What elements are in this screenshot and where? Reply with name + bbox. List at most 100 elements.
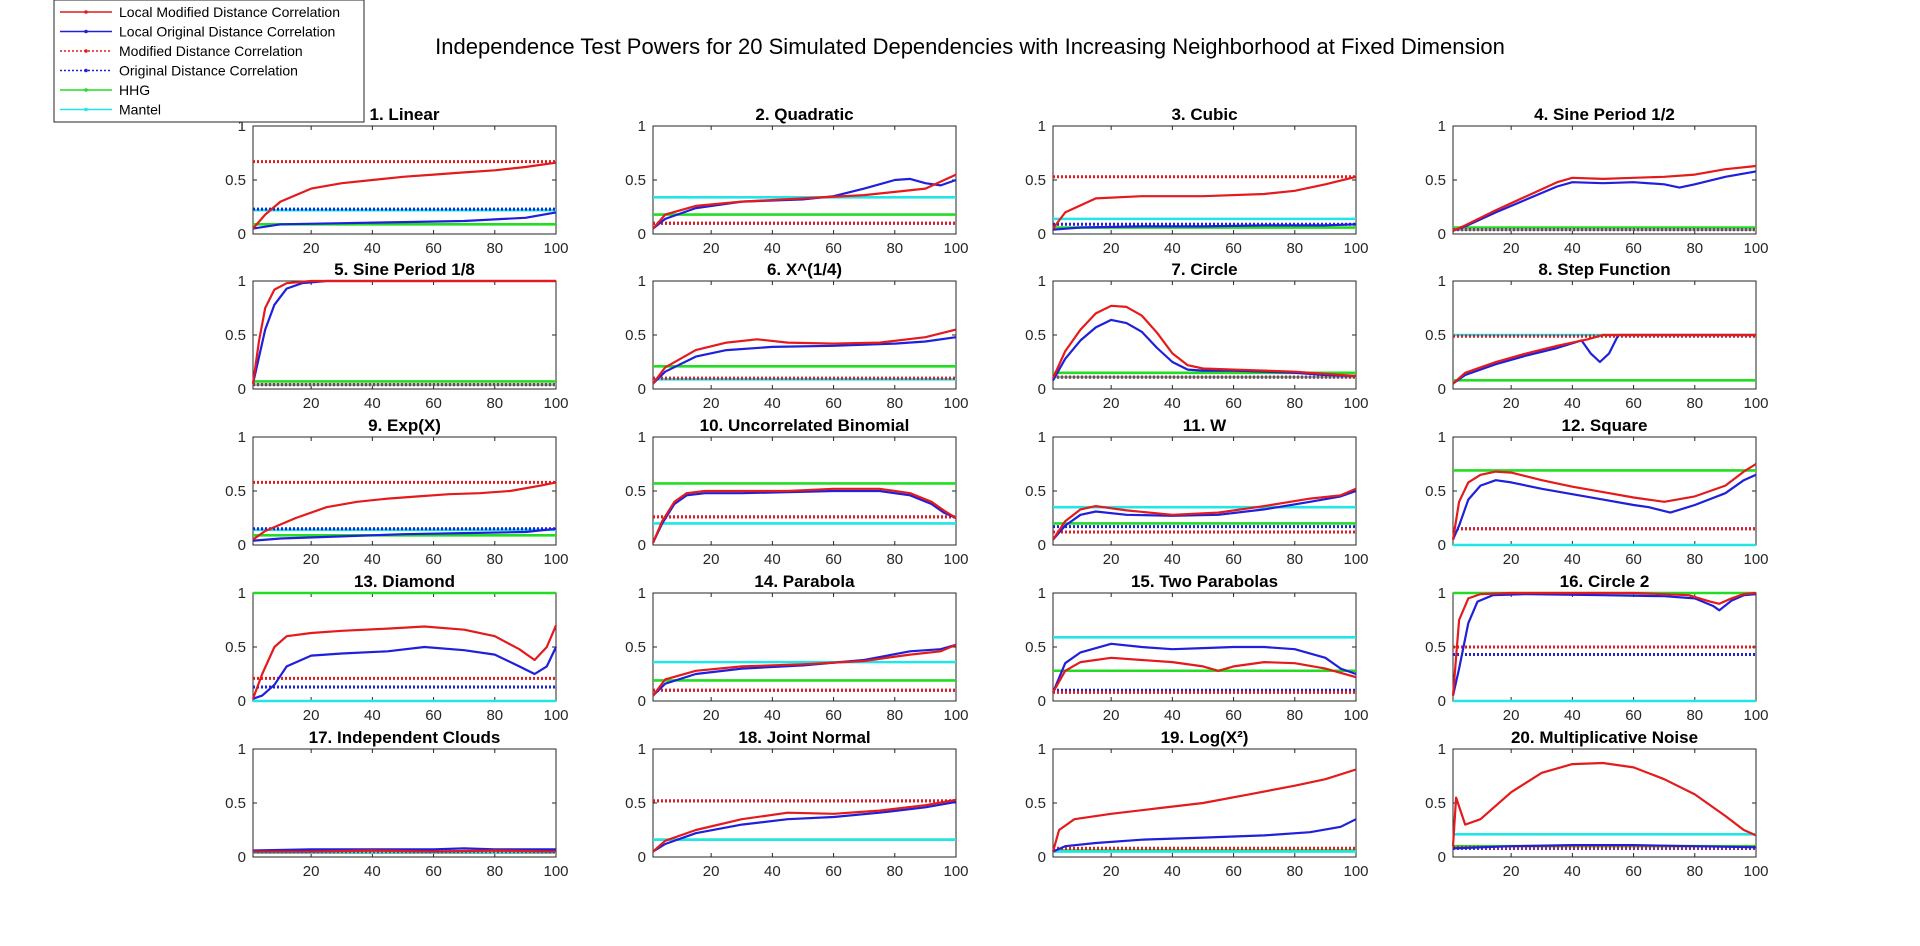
axis-frame <box>652 592 957 702</box>
y-tick-label: 0 <box>238 537 246 554</box>
x-tick-label: 40 <box>764 863 781 880</box>
y-tick-label: 0 <box>1038 226 1046 243</box>
subplot-title: 8. Step Function <box>1538 260 1670 279</box>
legend-label: Local Modified Distance Correlation <box>119 4 340 20</box>
x-tick-label: 60 <box>825 395 842 412</box>
x-tick-label: 100 <box>1743 551 1768 568</box>
x-tick-label: 80 <box>1286 863 1303 880</box>
subplot-11: 11. W 20 40 60 80 100 0 0.5 1 <box>1025 416 1368 568</box>
x-tick-label: 60 <box>1625 863 1642 880</box>
legend-marker <box>84 10 88 14</box>
legend-marker <box>84 29 88 34</box>
subplot-15: 15. Two Parabolas 20 40 60 80 100 0 0.5 1 <box>1025 572 1368 724</box>
x-tick-label: 100 <box>1343 551 1368 568</box>
series-lodc-curve <box>1052 318 1357 381</box>
x-tick-label: 40 <box>364 240 381 257</box>
x-tick-label: 40 <box>1164 707 1181 724</box>
x-tick-label: 40 <box>364 707 381 724</box>
x-tick-label: 60 <box>825 551 842 568</box>
subplot-6: 6. X^(1/4) 20 40 60 80 100 0 0.5 1 <box>625 260 968 412</box>
legend-label: Original Distance Correlation <box>119 63 298 79</box>
y-tick-label: 0 <box>1438 381 1446 398</box>
x-tick-label: 100 <box>1343 863 1368 880</box>
legend-marker <box>84 107 88 112</box>
series-lodc-curve <box>252 211 557 230</box>
x-tick-label: 60 <box>425 551 442 568</box>
series-lmdc-curve <box>1051 304 1357 379</box>
legend-label: Mantel <box>119 102 161 118</box>
subplot-title: 14. Parabola <box>754 572 855 591</box>
x-tick-label: 100 <box>1343 395 1368 412</box>
x-tick-label: 80 <box>486 863 503 880</box>
x-tick-label: 100 <box>1743 240 1768 257</box>
y-tick-label: 1 <box>238 118 246 135</box>
series-lodc-curve <box>652 800 957 853</box>
x-tick-label: 100 <box>943 707 968 724</box>
legend-marker <box>84 49 88 53</box>
series-lmdc-curve <box>1051 768 1357 852</box>
subplot-title: 1. Linear <box>370 105 440 124</box>
subplot-1: 1. Linear 20 40 60 80 100 0 0.5 1 <box>225 105 568 257</box>
x-tick-label: 20 <box>303 551 320 568</box>
x-tick-label: 80 <box>486 551 503 568</box>
x-tick-label: 40 <box>1564 707 1581 724</box>
y-tick-label: 0 <box>1038 849 1046 866</box>
x-tick-label: 40 <box>1564 240 1581 257</box>
y-tick-label: 0 <box>1438 537 1446 554</box>
x-tick-label: 80 <box>1286 395 1303 412</box>
x-tick-label: 80 <box>1286 240 1303 257</box>
y-tick-label: 1 <box>1438 585 1446 602</box>
x-tick-label: 20 <box>703 395 720 412</box>
x-tick-label: 40 <box>1564 863 1581 880</box>
series-lodc-curve <box>252 527 557 542</box>
x-tick-label: 60 <box>1225 551 1242 568</box>
y-tick-label: 0 <box>1438 226 1446 243</box>
axis-frame <box>252 280 557 390</box>
x-tick-label: 40 <box>764 395 781 412</box>
y-tick-label: 0.5 <box>625 483 646 500</box>
y-tick-label: 1 <box>1438 741 1446 758</box>
series-lmdc-curve <box>253 849 557 853</box>
y-tick-label: 0 <box>238 693 246 710</box>
x-tick-label: 80 <box>486 240 503 257</box>
x-tick-label: 80 <box>1686 395 1703 412</box>
series-lmdc-curve <box>251 279 556 384</box>
y-tick-label: 0.5 <box>1425 795 1446 812</box>
y-tick-label: 1 <box>1038 118 1046 135</box>
subplot-7: 7. Circle 20 40 60 80 100 0 0.5 1 <box>1025 260 1368 412</box>
y-tick-label: 0.5 <box>625 639 646 656</box>
y-tick-label: 0 <box>238 849 246 866</box>
x-tick-label: 20 <box>1503 863 1520 880</box>
subplot-title: 5. Sine Period 1/8 <box>334 260 475 279</box>
y-tick-label: 0.5 <box>1425 639 1446 656</box>
x-tick-label: 60 <box>1625 240 1642 257</box>
subplot-title: 6. X^(1/4) <box>767 260 842 279</box>
x-tick-label: 100 <box>943 863 968 880</box>
x-tick-label: 20 <box>303 707 320 724</box>
subplot-title: 7. Circle <box>1171 260 1237 279</box>
y-tick-label: 0 <box>638 693 646 710</box>
x-tick-label: 80 <box>886 863 903 880</box>
x-tick-label: 60 <box>425 395 442 412</box>
y-tick-label: 0.5 <box>225 172 246 189</box>
legend-label: Modified Distance Correlation <box>119 43 303 59</box>
x-tick-label: 80 <box>486 395 503 412</box>
y-tick-label: 0 <box>1038 693 1046 710</box>
x-tick-label: 100 <box>943 395 968 412</box>
subplot-title: 4. Sine Period 1/2 <box>1534 105 1675 124</box>
y-tick-label: 0 <box>238 381 246 398</box>
y-tick-label: 1 <box>638 118 646 135</box>
x-tick-label: 100 <box>943 551 968 568</box>
y-tick-label: 0 <box>638 381 646 398</box>
y-tick-label: 1 <box>1038 429 1046 446</box>
y-tick-label: 0.5 <box>625 327 646 344</box>
legend-box <box>53 0 365 123</box>
series-lodc-curve <box>652 336 957 385</box>
y-tick-label: 0 <box>638 537 646 554</box>
subplot-title: 3. Cubic <box>1171 105 1237 124</box>
subplot-10: 10. Uncorrelated Binomial 20 40 60 80 100 0 0.5… <box>625 416 968 568</box>
x-tick-label: 100 <box>543 707 568 724</box>
figure-title: Independence Test Powers for 20 Simulate… <box>435 34 1505 59</box>
subplot-title: 13. Diamond <box>354 572 455 591</box>
